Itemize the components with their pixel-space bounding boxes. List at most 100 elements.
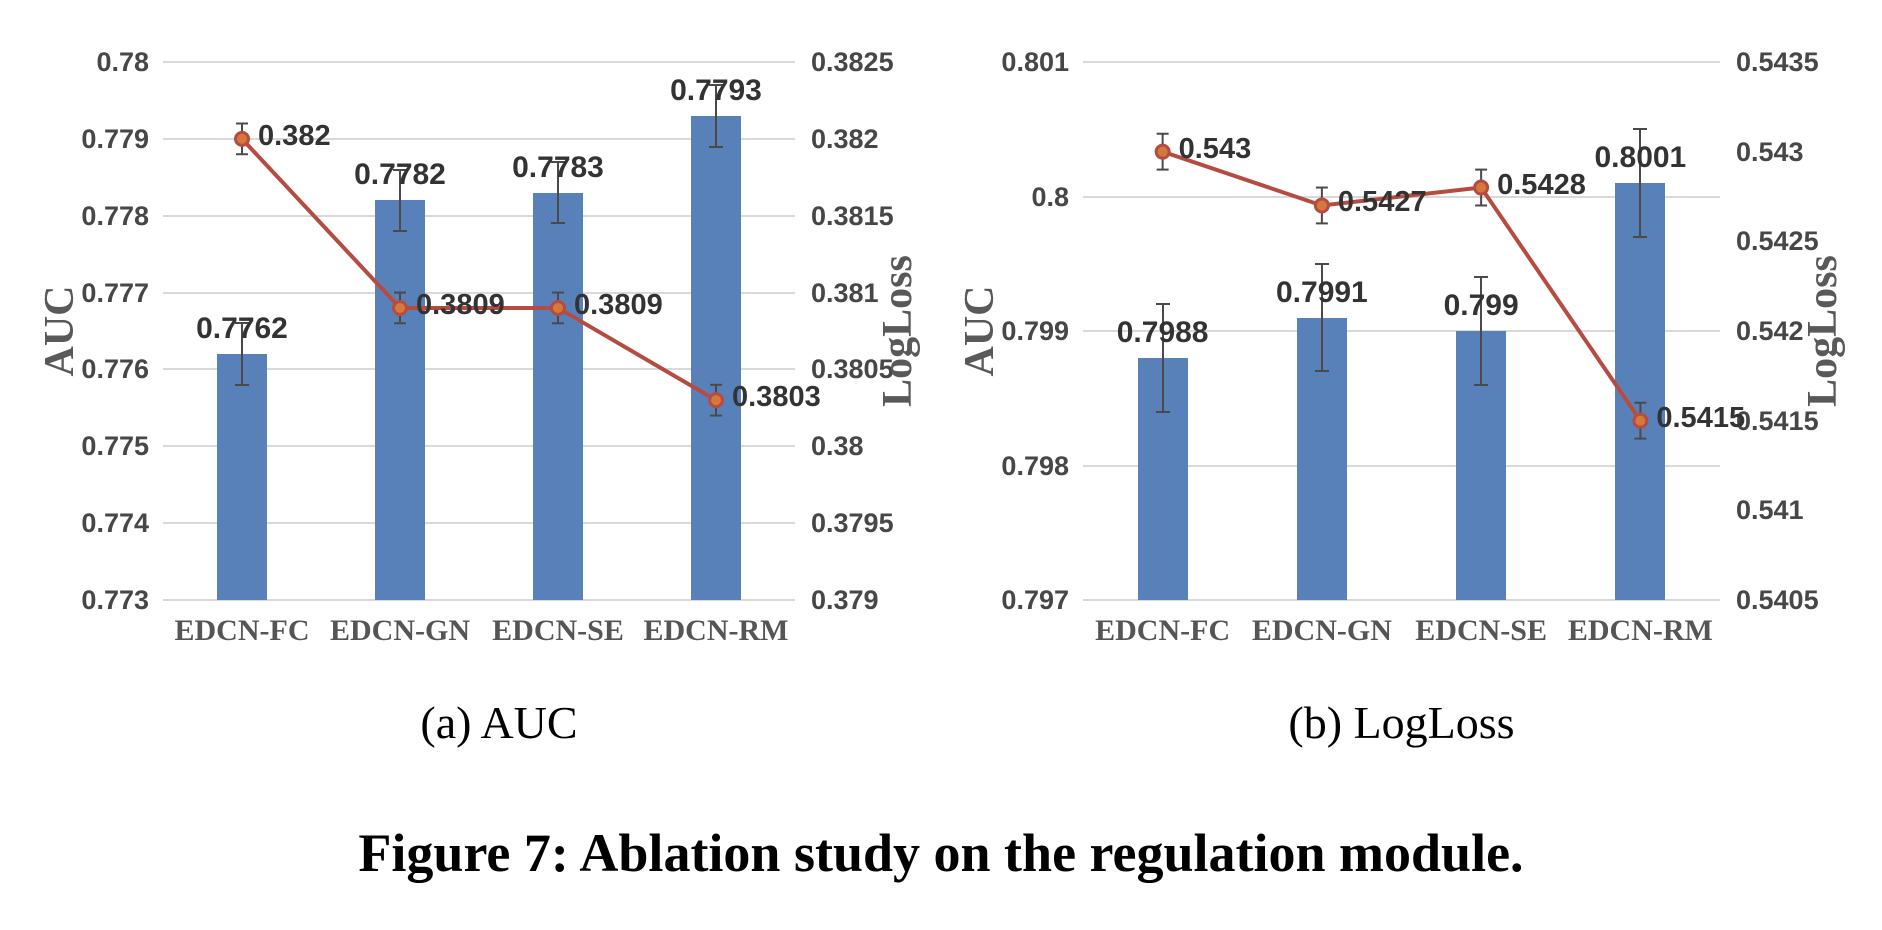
axis-tick-label-left: 0.779 (81, 123, 149, 154)
right-axis-title: LogLoss (875, 255, 921, 407)
axis-tick-label-left: 0.773 (81, 585, 149, 615)
line-value-label: 0.5427 (1337, 186, 1427, 219)
axis-tick-label-right: 0.5425 (1736, 226, 1819, 257)
bar-error-cap (1155, 410, 1170, 413)
gridline (1083, 464, 1720, 467)
axis-tick-label-left: 0.78 (96, 47, 149, 77)
bar-error-cap (1633, 235, 1648, 238)
axis-tick-label-right: 0.38 (811, 431, 864, 462)
bar-error-bar (557, 161, 559, 224)
gridline (1083, 599, 1720, 601)
line-value-label: 0.382 (258, 119, 331, 152)
gridline (163, 522, 795, 525)
axis-tick-label-right: 0.3795 (811, 508, 894, 539)
axis-tick-label-left: 0.799 (1001, 316, 1069, 346)
bar-error-bar (1639, 129, 1642, 237)
bar-error-bar (1480, 277, 1483, 385)
line-marker (392, 299, 408, 316)
gridline (163, 214, 795, 217)
axis-tick-label-right: 0.382 (811, 123, 879, 154)
axis-tick-label-right: 0.381 (811, 277, 879, 308)
bar-error-bar (1320, 263, 1323, 372)
category-label: EDCN-GN (1251, 614, 1392, 647)
gridline (163, 137, 795, 140)
bar-value-label: 0.7762 (196, 312, 288, 346)
category-label: EDCN-GN (330, 614, 470, 647)
bar-error-cap (1314, 262, 1329, 265)
bar-value-label: 0.7782 (354, 158, 446, 192)
bar-error-cap (393, 230, 407, 233)
line-marker (708, 392, 724, 409)
bar (375, 200, 425, 600)
right-axis-title: LogLoss (1800, 255, 1846, 407)
bar-value-label: 0.7991 (1275, 275, 1368, 309)
bar-error-cap (1474, 276, 1489, 279)
line-path (240, 137, 718, 402)
bar-value-label: 0.8001 (1594, 141, 1687, 175)
axis-tick-label-left: 0.776 (81, 354, 149, 385)
bar-error-cap (1474, 383, 1489, 386)
bar-error-cap (709, 84, 723, 87)
line-series (234, 122, 724, 417)
line-series (1154, 132, 1649, 440)
axis-tick-label-right: 0.5415 (1736, 405, 1819, 436)
line-marker (1313, 197, 1330, 214)
left-axis-title: AUC (37, 285, 83, 377)
line-marker (1473, 179, 1490, 196)
gridline (163, 368, 795, 371)
axis-tick-label-right: 0.5405 (1736, 585, 1819, 615)
bar-error-cap (551, 160, 565, 163)
axis-tick-label-right: 0.3825 (811, 47, 894, 77)
axis-tick-label-left: 0.8 (1031, 181, 1069, 212)
bar-error-bar (715, 85, 717, 147)
line-marker (234, 130, 250, 147)
axis-tick-label-left: 0.778 (81, 200, 149, 231)
line-value-label: 0.3803 (732, 381, 821, 414)
axis-tick-label-right: 0.5435 (1736, 47, 1819, 77)
left-axis-title: AUC (957, 285, 1003, 377)
line-value-label: 0.3809 (416, 288, 505, 321)
axis-tick-label-left: 0.798 (1001, 450, 1069, 481)
gridline (1083, 61, 1720, 63)
chart-panel-b: 0.801 0.8 0.799 0.798 0.797 0.5435 0.543 0.5425… (950, 0, 1862, 668)
category-label: EDCN-RM (643, 614, 789, 647)
subcaption-a: (a) AUC (420, 697, 578, 748)
bar-error-cap (235, 383, 249, 386)
gridline (163, 61, 795, 63)
category-label: EDCN-RM (1567, 614, 1713, 647)
gridline (163, 291, 795, 294)
subcaption-b: (b) LogLoss (1288, 697, 1515, 748)
gridline (163, 599, 795, 601)
axis-tick-label-right: 0.542 (1736, 316, 1804, 346)
bar (217, 354, 267, 600)
line-value-label: 0.5415 (1656, 401, 1746, 434)
axis-tick-label-right: 0.541 (1736, 495, 1804, 526)
category-label: EDCN-SE (1415, 614, 1547, 647)
line-marker (550, 299, 566, 316)
bar-value-label: 0.7783 (512, 150, 604, 184)
category-label: EDCN-SE (492, 614, 624, 647)
axis-tick-label-left: 0.801 (1001, 47, 1069, 77)
bar-error-cap (235, 322, 249, 325)
bar-error-cap (709, 145, 723, 148)
bar-value-label: 0.7793 (670, 73, 762, 107)
bar-error-bar (1161, 304, 1164, 412)
bar-error-cap (1314, 370, 1329, 373)
category-label: EDCN-FC (174, 614, 310, 647)
bar (1615, 183, 1666, 600)
axis-tick-label-right: 0.3805 (811, 354, 894, 385)
axis-tick-label-left: 0.775 (81, 431, 149, 462)
line-path (1161, 149, 1643, 422)
bar-error-cap (1155, 303, 1170, 306)
axis-tick-label-right: 0.543 (1736, 136, 1804, 167)
axis-tick-label-left: 0.774 (81, 508, 149, 539)
bar (691, 115, 741, 600)
bar-value-label: 0.799 (1443, 289, 1519, 322)
bar-error-bar (399, 169, 401, 232)
bar-error-bar (241, 323, 243, 385)
line-marker (1154, 143, 1171, 160)
chart-panel-a: 0.78 0.779 0.778 0.777 0.776 0.775 0.774 0.773 0… (20, 0, 940, 668)
axis-tick-label-right: 0.3815 (811, 200, 894, 231)
line-marker (1632, 412, 1649, 429)
